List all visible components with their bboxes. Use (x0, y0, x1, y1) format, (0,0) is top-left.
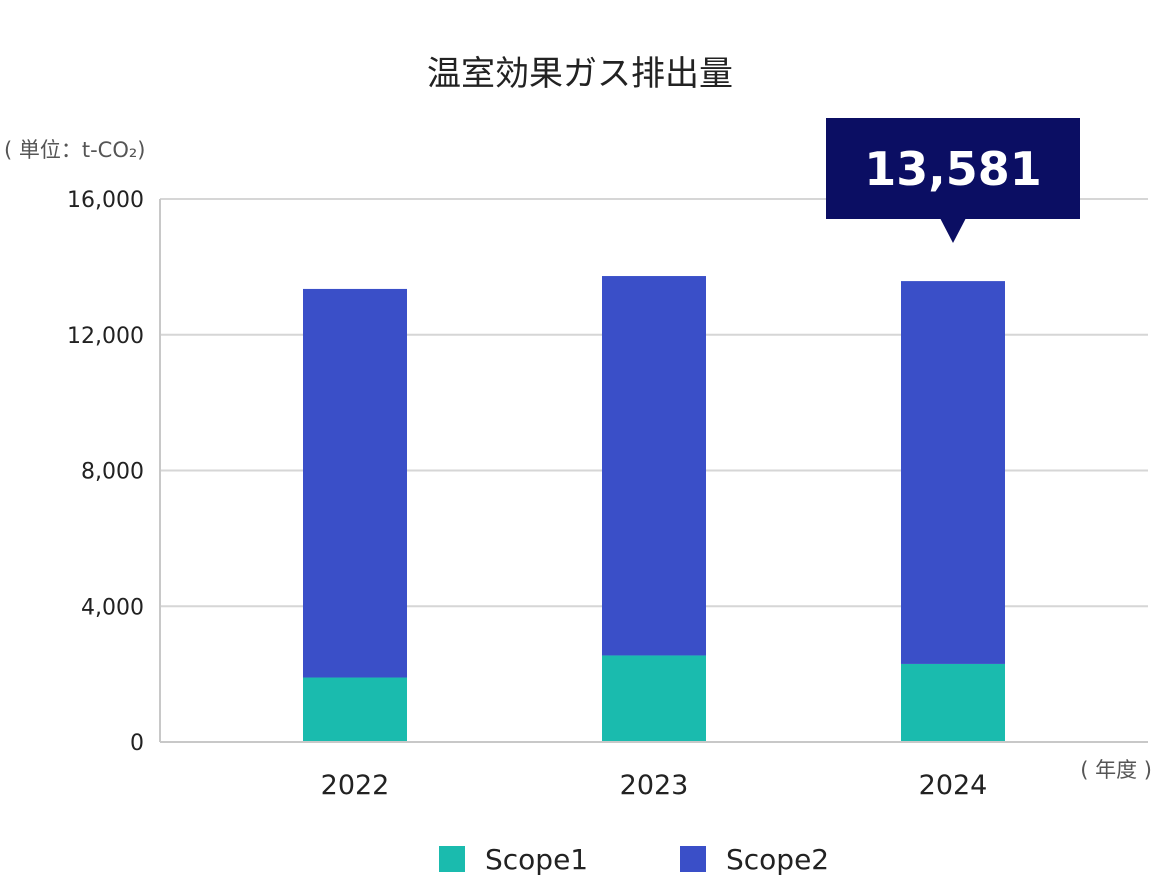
bar-scope1-2024 (901, 663, 1005, 742)
x-unit-label: ( 年度 ) (1080, 758, 1152, 782)
y-tick-label: 0 (130, 731, 144, 756)
callout-value: 13,581 (864, 142, 1042, 196)
bar-scope1-2022 (303, 677, 407, 742)
legend-label-scope2: Scope2 (726, 843, 829, 876)
legend-swatch-scope1 (439, 846, 465, 872)
total-callout: 13,581 (826, 118, 1080, 243)
y-tick-label: 4,000 (81, 595, 144, 620)
y-unit-label: ( 単位：t-CO₂) (4, 138, 145, 162)
x-tick-label: 2022 (321, 770, 390, 801)
x-tick-label: 2023 (620, 770, 689, 801)
callout-box (826, 118, 1080, 219)
y-tick-label: 8,000 (81, 460, 144, 485)
y-axis-ticks: 0 4,000 8,000 12,000 16,000 (67, 188, 144, 756)
bar-scope2-2024 (901, 281, 1005, 664)
x-axis-ticks: 2022 2023 2024 (321, 770, 988, 801)
legend: Scope1 Scope2 (439, 843, 829, 876)
bar-scope1-2023 (602, 655, 706, 742)
bar-scope2-2023 (602, 276, 706, 656)
y-tick-label: 16,000 (67, 188, 144, 213)
bar-scope2-2022 (303, 288, 407, 678)
x-tick-label: 2024 (919, 770, 988, 801)
bars (303, 276, 1005, 742)
legend-swatch-scope2 (680, 846, 706, 872)
chart-title: 温室効果ガス排出量 (427, 54, 733, 94)
y-tick-label: 12,000 (67, 324, 144, 349)
callout-pointer (940, 218, 966, 243)
legend-label-scope1: Scope1 (485, 843, 588, 876)
